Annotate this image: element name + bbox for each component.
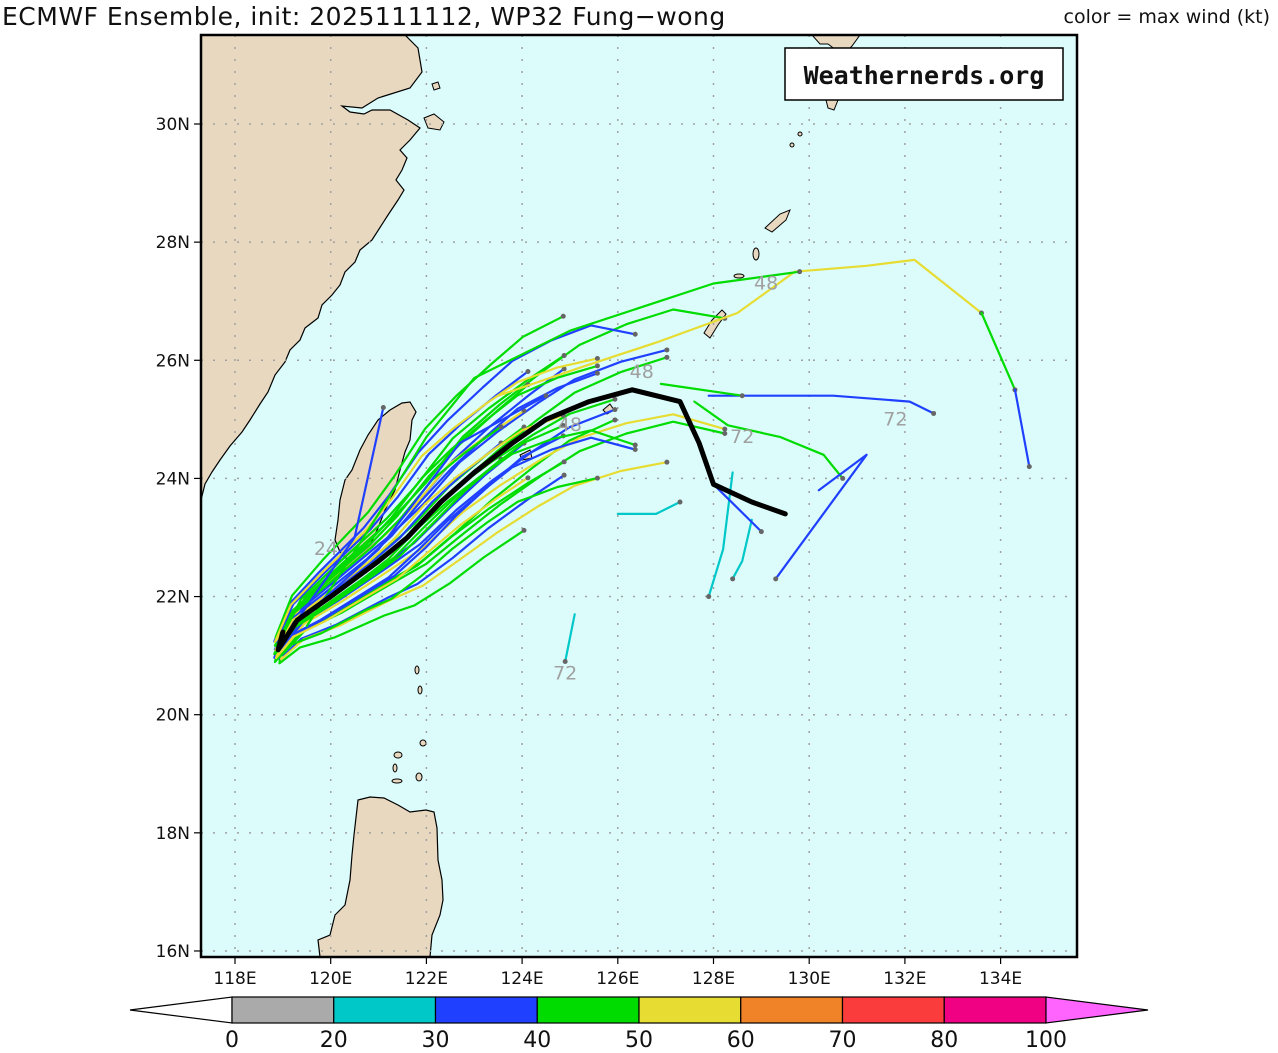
watermark-text: Weathernerds.org [804,61,1045,90]
member-track [774,453,868,580]
member-track [278,529,526,665]
colorbar-label: 100 [1025,1028,1067,1053]
y-tick-label: 20N [156,706,190,726]
colorbar-label: 70 [829,1028,857,1053]
colorbar: 0 20 30 40 50 60 70 80 100 [129,996,1149,1053]
colorbar-segment [231,996,335,1024]
land-china [201,35,423,501]
member-track [616,500,682,516]
colorbar-label: 50 [625,1028,653,1053]
watermark-box: Weathernerds.org [784,47,1064,101]
colorbar-label: 60 [727,1028,755,1053]
hour-label: 24 [314,538,338,560]
x-tick-label: 132E [883,969,926,989]
x-tick-label: 124E [500,969,543,989]
forecast-hour-labels: 24 48 48 48 72 72 72 [314,272,908,684]
member-track [275,476,530,660]
x-tick-label: 134E [979,969,1022,989]
colorbar-segment [740,996,844,1024]
member-track [274,315,565,639]
colorbar-segment [434,996,538,1024]
chart-title: ECMWF Ensemble, init: 2025111112, WP32 F… [2,2,726,31]
y-tick-label: 28N [156,233,190,253]
land-islet [797,131,803,137]
x-tick-label: 130E [788,969,831,989]
hour-label: 48 [754,272,778,294]
gridlines [201,35,1077,957]
colorbar-segment [638,996,742,1024]
member-track [497,258,983,397]
land-islet [419,739,427,747]
land-islet [752,247,760,261]
member-track [274,414,565,652]
colorbar-label: 30 [422,1028,450,1053]
member-track [693,400,844,480]
land-luzon [317,796,444,957]
land-islet [391,778,403,784]
member-track [980,311,1017,391]
y-tick-label: 26N [156,351,190,371]
y-tick-label: 24N [156,469,190,489]
land-islet [414,665,420,675]
y-tick-label: 18N [156,824,190,844]
y-tick-label: 22N [156,588,190,608]
colorbar-label: 40 [523,1028,551,1053]
member-track [296,406,385,622]
member-track [659,382,744,397]
hour-label: 72 [730,426,754,448]
member-track [305,394,548,616]
member-track [564,613,576,663]
map-frame [199,33,1079,959]
hour-label: 48 [630,361,654,383]
member-track [707,394,935,415]
colorbar-segment [536,996,640,1024]
member-track [305,270,801,628]
colorbar-segment [841,996,945,1024]
land-zhoushan [423,113,445,131]
land-islet [415,772,423,782]
land-islet [417,685,423,695]
member-track [273,364,599,647]
colorbar-segment [333,996,437,1024]
member-track [731,518,753,580]
land-islet [392,763,398,773]
colorbar-label: 20 [320,1028,348,1053]
colorbar-label: 0 [225,1028,239,1053]
y-axis: 30N 28N 26N 24N 22N 20N 18N 16N [156,115,201,962]
member-track [280,461,669,661]
x-tick-label: 128E [692,969,735,989]
land-islet [393,751,403,759]
colorbar-label: 80 [930,1028,958,1053]
x-tick-label: 126E [596,969,639,989]
colorbar-segment [943,996,1047,1024]
member-track [273,357,599,644]
ensemble-mean-track [275,387,788,653]
colorbar-max-arrow [1045,996,1149,1024]
y-tick-label: 16N [156,942,190,962]
colorbar-min-arrow [129,996,233,1024]
land-islet [431,81,441,91]
x-tick-label: 118E [213,969,256,989]
x-axis: 118E 120E 122E 124E 126E 128E 130E 132E 134E [213,957,1022,989]
colorbar-caption: color = max wind (kt) [1063,6,1270,28]
x-tick-label: 122E [405,969,448,989]
land-islet [733,273,745,279]
x-tick-label: 120E [309,969,352,989]
hour-label: 72 [553,662,577,684]
member-track [273,477,599,664]
hour-label: 48 [558,414,582,436]
land-amami [764,209,791,233]
hour-label: 72 [883,408,907,430]
member-track [712,483,763,533]
member-track [1013,388,1031,468]
y-tick-label: 30N [156,115,190,135]
land-islet [789,142,795,148]
member-track [280,413,726,653]
member-track [707,471,734,598]
